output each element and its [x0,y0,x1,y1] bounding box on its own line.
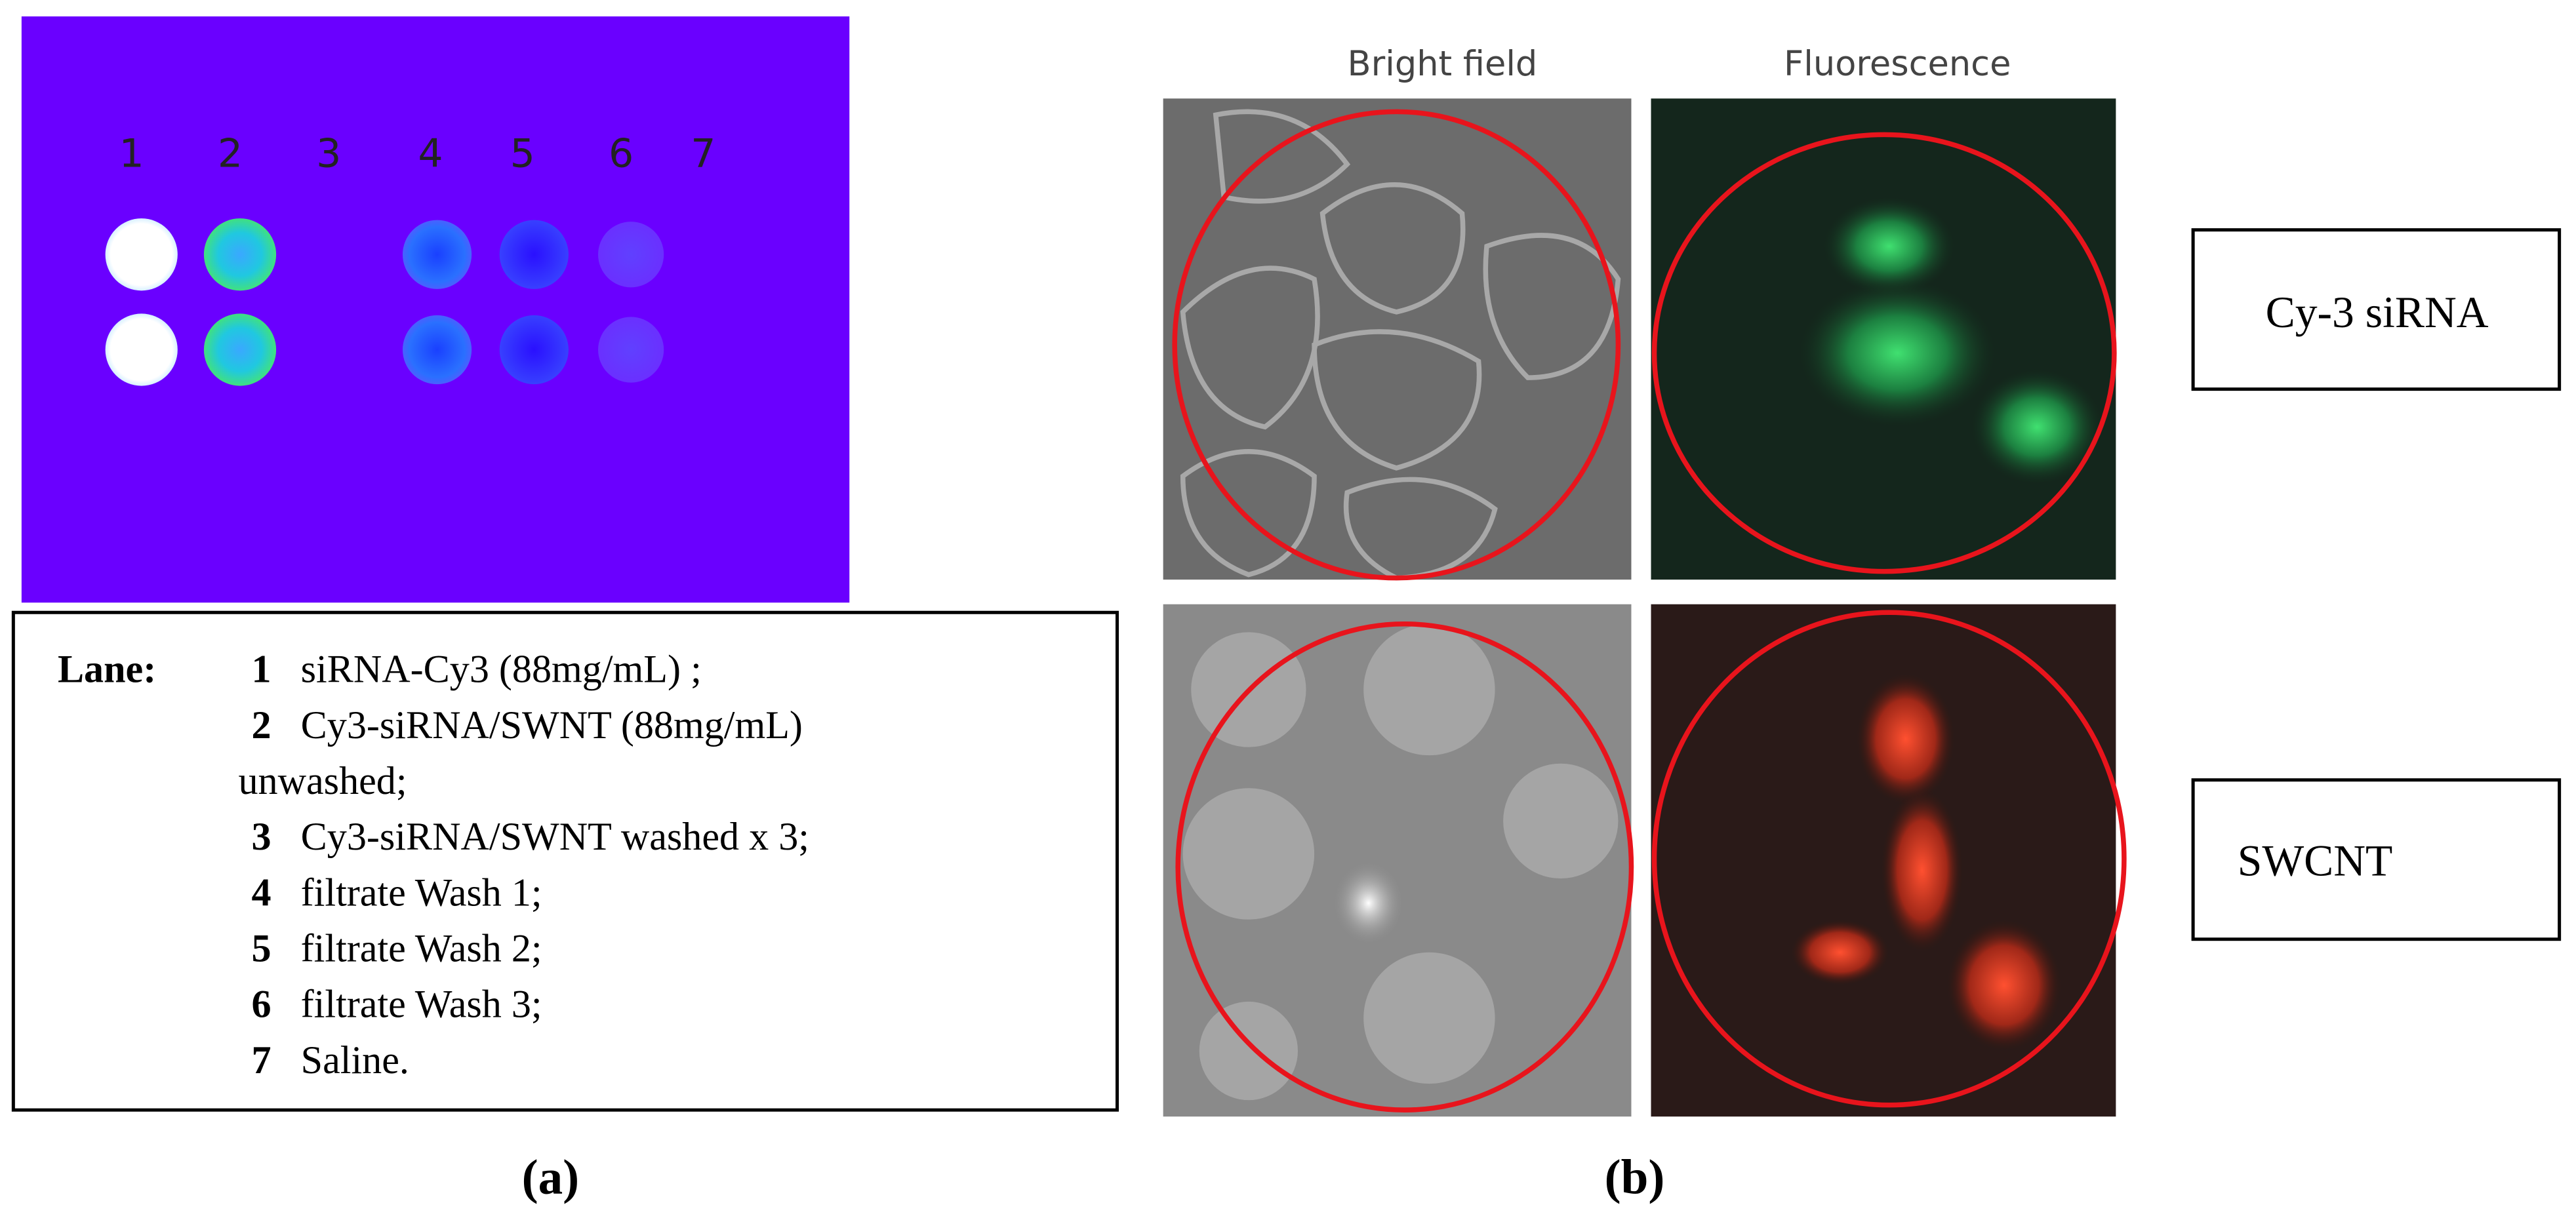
legend-number: 5 [252,927,272,971]
legend-text: siRNA-Cy3 (88mg/mL) ; [301,648,702,692]
legend-text: Cy3-siRNA/SWNT (88mg/mL) [301,703,803,747]
legend-number: 2 [252,703,272,747]
lane-number: 2 [218,131,243,177]
row-label: SWCNT [2238,836,2393,885]
micrographs [1163,98,2127,1117]
lane-number: 6 [609,131,634,177]
legend-heading: Lane: [58,648,156,692]
legend-text: unwashed; [238,759,407,803]
lane-number: 7 [691,131,715,177]
legend-text: filtrate Wash 3; [301,983,542,1027]
column-header: Fluorescence [1784,44,2011,84]
row-label: Cy-3 siRNA [2266,288,2489,337]
legend-box [11,610,1119,1112]
legend-text: filtrate Wash 2; [301,927,542,971]
row-label-box [2191,228,2562,391]
lane-number: 4 [418,131,443,177]
lane-number: 1 [119,131,144,177]
lane-number: 5 [510,131,535,177]
legend-text: Saline. [301,1038,409,1082]
legend-number: 6 [252,983,272,1027]
legend-number: 4 [252,871,272,915]
legend-number: 7 [252,1038,272,1082]
lane-number: 3 [316,131,341,177]
legend-number: 1 [252,648,272,692]
panel-label: (a) [522,1151,580,1205]
panel-label: (b) [1605,1151,1665,1205]
legend-text: filtrate Wash 1; [301,871,542,915]
dots [105,218,664,386]
dot-blot [21,16,850,603]
column-header: Bright field [1348,44,1538,84]
row-label-box [2191,778,2562,941]
legend-number: 3 [252,815,272,859]
legend-text: Cy3-siRNA/SWNT washed x 3; [301,815,809,859]
